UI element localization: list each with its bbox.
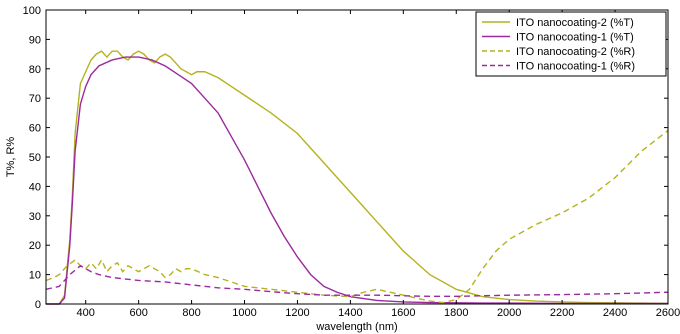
x-tick-label: 1200: [285, 307, 309, 319]
series-line-3: [45, 129, 669, 304]
series-line-1: [46, 50, 669, 305]
ticks-layer: 400 600 800 1000 1200 1400 1600 1800 2000 2200 240…: [23, 5, 680, 319]
x-tick-label: 1600: [391, 307, 415, 319]
legend-entry-label: ITO nanocoating-1 (%T): [516, 32, 634, 44]
y-tick-label: 90: [29, 34, 41, 46]
series-line-2: [46, 56, 668, 305]
y-tick-label: 100: [23, 5, 41, 17]
x-tick-label: 1400: [338, 307, 362, 319]
x-tick-label: 1800: [444, 307, 468, 319]
x-tick-label: 1000: [232, 307, 256, 319]
x-tick-label: 2000: [497, 307, 521, 319]
x-tick-label: 2200: [550, 307, 574, 319]
y-tick-label: 30: [29, 211, 41, 223]
legend-entry-label: ITO nanocoating-1 (%R): [516, 61, 635, 73]
x-tick-label: 800: [182, 307, 200, 319]
y-tick-label: 40: [29, 181, 41, 193]
legend: ITO nanocoating-2 (%T) ITO nanocoating-1 …: [475, 11, 667, 77]
y-axis-label: T%, R%: [5, 137, 17, 178]
x-tick-label: 2400: [603, 307, 627, 319]
x-axis-label: wavelength (nm): [315, 321, 397, 333]
y-tick-label: 20: [29, 240, 41, 252]
legend-entry-label: ITO nanocoating-2 (%T): [516, 17, 634, 29]
y-tick-label: 80: [29, 64, 41, 76]
series-line-4: [45, 264, 669, 298]
y-tick-label: 0: [35, 299, 41, 311]
x-tick-label: 600: [129, 307, 147, 319]
y-tick-label: 60: [29, 123, 41, 135]
x-tick-label: 2600: [656, 307, 680, 319]
x-tick-label: 400: [77, 307, 95, 319]
legend-entry-label: ITO nanocoating-2 (%R): [516, 46, 635, 58]
y-tick-label: 50: [29, 152, 41, 164]
y-tick-label: 70: [29, 93, 41, 105]
y-tick-label: 10: [29, 270, 41, 282]
series-layer: [45, 50, 669, 305]
